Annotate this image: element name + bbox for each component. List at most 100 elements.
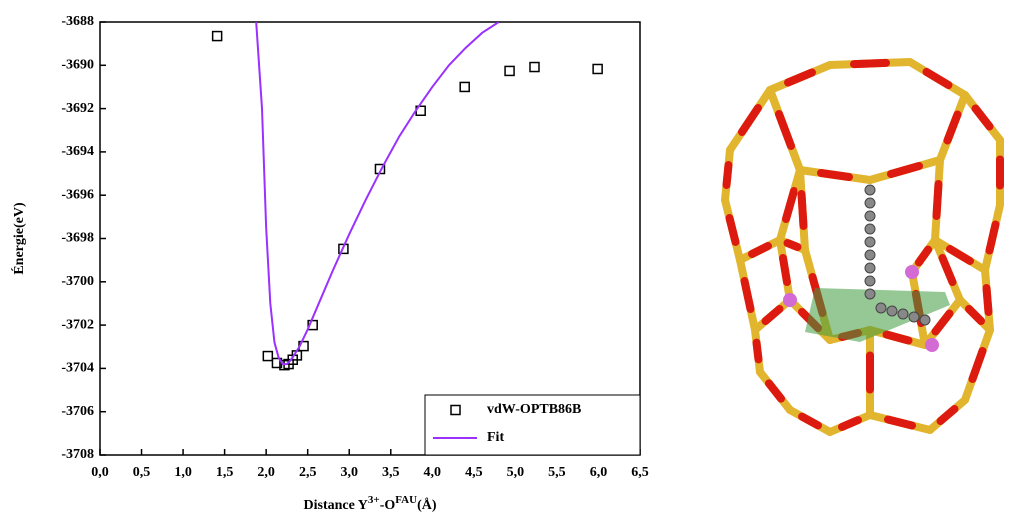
bond-oxygen xyxy=(838,416,862,431)
yttrium-site xyxy=(925,338,939,352)
fit-line xyxy=(255,22,500,366)
plane xyxy=(805,288,950,342)
bond-oxygen xyxy=(783,239,802,251)
x-tick-label: 3,5 xyxy=(382,465,400,480)
x-tick-label: 5,5 xyxy=(548,465,566,480)
bond-oxygen xyxy=(914,245,933,267)
bond-oxygen xyxy=(722,161,733,189)
bond-oxygen xyxy=(968,347,987,383)
scan-point xyxy=(864,275,876,287)
data-point xyxy=(592,63,603,75)
x-tick-label: 2,5 xyxy=(299,465,317,480)
bond-oxygen xyxy=(740,277,755,313)
bond-oxygen xyxy=(738,104,762,136)
x-axis-label: Distance Y3+-OFAU(Å) xyxy=(304,494,437,514)
bond-oxygen xyxy=(784,68,816,87)
bond-oxygen xyxy=(761,305,784,325)
data-point xyxy=(338,243,349,255)
chart: -3708 -3706 -3704 -3702 -3700 -3698 -3696 -3694… xyxy=(10,14,649,513)
x-tick-label: 3,0 xyxy=(340,465,358,480)
x-axis-label-part: -O xyxy=(380,498,396,513)
y-tick-label: -3708 xyxy=(61,447,94,462)
scan-point xyxy=(864,197,876,209)
bond-oxygen xyxy=(887,162,923,178)
bond-oxygen xyxy=(982,284,993,316)
bond-oxygen xyxy=(965,305,985,325)
bond-oxygen xyxy=(782,187,798,223)
x-tick-label: 1,5 xyxy=(216,465,234,480)
bond-oxygen xyxy=(971,104,994,131)
legend-label: Fit xyxy=(487,430,504,445)
y-tick-label: -3704 xyxy=(61,361,94,376)
scan-point xyxy=(908,311,920,323)
y-tick-label: -3688 xyxy=(61,14,94,29)
bond-oxygen xyxy=(798,412,822,430)
legend-box xyxy=(424,394,641,456)
x-tick-label: 4,5 xyxy=(465,465,483,480)
scan-point xyxy=(864,223,876,235)
bond-oxygen xyxy=(938,254,957,286)
x-tick-label: 0,0 xyxy=(91,465,109,480)
x-axis-label-part: Distance Y xyxy=(304,498,368,513)
scan-point xyxy=(919,314,931,326)
yttrium-site xyxy=(783,293,797,307)
data-point xyxy=(504,65,515,77)
bond-oxygen xyxy=(850,58,890,69)
x-axis-label-part: (Å) xyxy=(417,497,437,513)
bond-oxygen xyxy=(985,220,1000,255)
bond-oxygen xyxy=(817,169,853,181)
legend-label: vdW-OPTB86B xyxy=(487,402,581,417)
y-tick-label: -3706 xyxy=(61,404,94,419)
bond-oxygen xyxy=(936,405,959,425)
y-axis-label: Énergie(eV) xyxy=(10,202,27,275)
legend-marker xyxy=(450,404,461,416)
bond-oxygen xyxy=(752,338,763,364)
y-tick-label: -3692 xyxy=(61,101,94,116)
y-tick-label: -3696 xyxy=(61,187,94,202)
bond-oxygen xyxy=(775,110,795,150)
bond-oxygen xyxy=(765,379,785,403)
x-axis-label-part: 3+ xyxy=(368,494,380,506)
zeolite-structure xyxy=(721,58,1004,436)
bond-oxygen xyxy=(922,67,953,90)
y-tick-label: -3694 xyxy=(61,144,94,159)
bond-oxygen xyxy=(931,309,954,336)
bond-oxygen xyxy=(946,245,974,265)
x-tick-label: 4,0 xyxy=(424,465,442,480)
plot-area xyxy=(211,22,603,371)
plot-frame xyxy=(99,21,641,456)
y-tick-label: -3702 xyxy=(61,317,94,332)
scan-point xyxy=(864,210,876,222)
x-tick-label: 6,5 xyxy=(631,465,649,480)
x-tick-label: 2,0 xyxy=(257,465,275,480)
bond-oxygen xyxy=(884,415,916,430)
y-tick-label: -3698 xyxy=(61,231,94,246)
bond-oxygen xyxy=(943,110,962,145)
scan-point xyxy=(875,302,887,314)
x-tick-label: 5,0 xyxy=(507,465,525,480)
scan-point xyxy=(886,305,898,317)
y-tick-label: -3690 xyxy=(61,58,94,73)
x-tick-label: 0,5 xyxy=(133,465,151,480)
bond-oxygen xyxy=(882,330,913,345)
bond-oxygen xyxy=(779,254,791,286)
data-point xyxy=(307,319,318,331)
scan-point xyxy=(864,184,876,196)
x-tick-label: 6,0 xyxy=(590,465,608,480)
bond-oxygen xyxy=(748,242,772,258)
bond-oxygen xyxy=(725,214,740,246)
x-tick-label: 1,0 xyxy=(174,465,192,480)
bond-oxygen xyxy=(797,190,808,230)
data-point xyxy=(529,61,540,73)
scan-point xyxy=(864,236,876,248)
scan-point xyxy=(864,249,876,261)
data-point xyxy=(459,81,470,93)
scan-point xyxy=(864,288,876,300)
data-point xyxy=(262,350,274,362)
yttrium-site xyxy=(905,265,919,279)
scan-point xyxy=(864,262,876,274)
y-tick-label: -3700 xyxy=(61,274,94,289)
scan-point xyxy=(897,308,909,320)
data-point xyxy=(211,30,223,42)
